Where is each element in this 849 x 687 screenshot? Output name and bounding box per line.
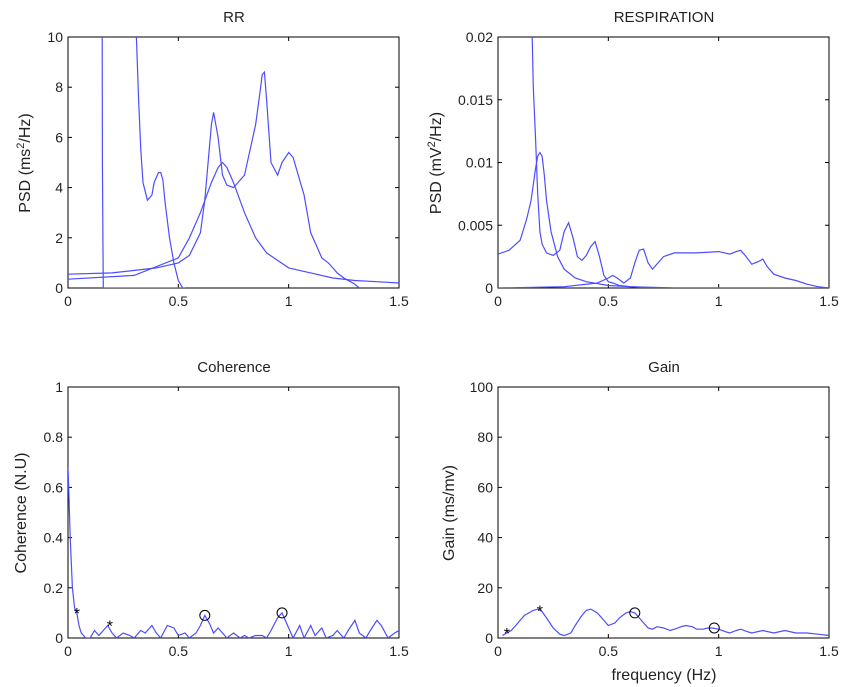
x-tick-label: 0.5 [599,293,619,309]
y-tick-label: 0.02 [466,29,493,45]
x-tick-label: 1 [285,643,293,659]
y-tick-label: 0.4 [44,530,64,546]
x-tick-label: 0.5 [599,643,619,659]
y-axis-label: PSD (mV2/Hz) [426,112,445,214]
series-line-1 [502,608,829,637]
y-tick-label: 10 [47,29,63,45]
star-marker: * [537,603,543,620]
y-tick-label: 20 [477,580,493,596]
y-axis-label: Gain (ms/mv) [441,465,458,561]
x-tick-label: 0 [494,293,502,309]
panel-coherence: Coherence Coherence (N.U) 0 0.5 1 1.5 0 0.2 0.… [13,359,409,659]
x-tick-label: 0 [64,643,72,659]
star-marker: * [74,606,80,623]
circle-marker [708,622,720,634]
chart-title: Gain [648,359,680,376]
circle-marker [199,609,211,621]
y-tick-label: 0 [485,630,493,646]
star-marker: * [107,618,113,635]
plot-frame [497,386,830,639]
panel-gain: Gain Gain (ms/mv) frequency (Hz) 0 0.5 1 1.… [441,359,839,684]
x-tick-label: 0.5 [169,643,189,659]
panel-respiration: RESPIRATION PSD (mV2/Hz) 0 0.5 1 1.5 0 0.005 0… [426,9,839,309]
series-line-3 [68,70,360,288]
x-tick-label: 0.5 [169,293,189,309]
y-axis-label: PSD (ms2/Hz) [15,113,34,212]
series-group [502,608,829,637]
x-tick-label: 0 [494,643,502,659]
y-tick-label: 8 [55,79,63,95]
y-tick-label: 0 [55,280,63,296]
y-tick-label: 0.2 [44,580,64,596]
star-marker: * [504,626,510,643]
x-tick-label: 1 [715,293,723,309]
chart-title: RESPIRATION [614,9,715,26]
plot-frame [67,386,400,639]
y-tick-label: 80 [477,429,493,445]
series-line-2 [135,37,184,288]
plot-frame [67,36,400,289]
y-tick-label: 0 [485,280,493,296]
x-tick-label: 1.5 [389,293,409,309]
x-tick-label: 1 [285,293,293,309]
circle-marker [629,607,641,619]
y-axis-label: Coherence (N.U) [13,453,30,574]
chart-title: RR [223,9,245,26]
x-tick-label: 1.5 [389,643,409,659]
y-tick-label: 1 [55,379,63,395]
y-tick-label: 60 [477,479,493,495]
y-tick-label: 40 [477,530,493,546]
series-line-2 [498,151,829,288]
plot-frame [497,36,830,289]
x-tick-label: 1 [715,643,723,659]
x-tick-label: 1.5 [819,293,839,309]
chart-title: Coherence [197,359,270,376]
series-line-4 [68,161,399,284]
series-group [68,467,399,638]
y-tick-label: 0.6 [44,479,64,495]
x-tick-label: 0 [64,293,72,309]
y-tick-label: 2 [55,230,63,246]
series-group [498,37,829,288]
series-line-3 [498,248,829,288]
series-group [68,37,399,288]
series-line-1 [101,37,185,288]
y-tick-label: 6 [55,129,63,145]
series-line-1 [531,37,829,288]
y-tick-label: 0 [55,630,63,646]
circle-marker [276,607,288,619]
y-tick-label: 0.005 [458,217,493,233]
x-axis-label: frequency (Hz) [612,667,717,684]
y-tick-label: 0.8 [44,429,64,445]
x-tick-label: 1.5 [819,643,839,659]
y-tick-label: 100 [470,379,494,395]
series-line-1 [68,467,399,638]
y-tick-label: 0.01 [466,155,493,171]
y-tick-label: 0.015 [458,92,493,108]
y-tick-label: 4 [55,180,63,196]
panel-rr: RR PSD (ms2/Hz) 0 0.5 1 1.5 0 2 4 6 8 10 [15,9,409,309]
